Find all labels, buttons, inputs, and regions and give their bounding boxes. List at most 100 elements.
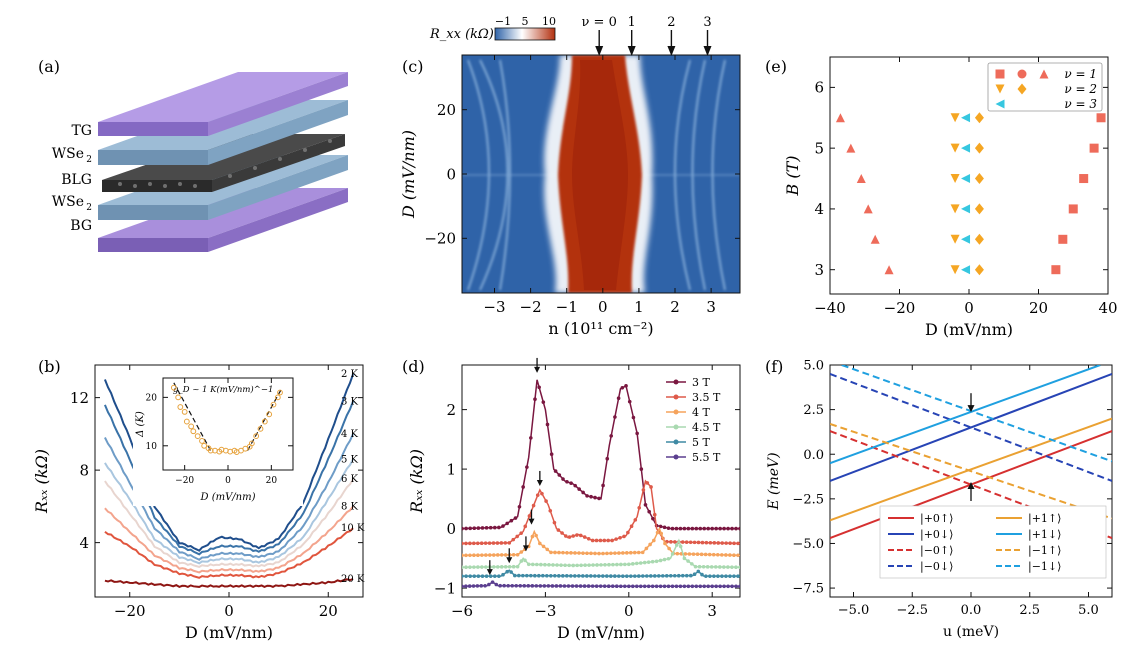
data-point-circle (1017, 69, 1027, 79)
series-line (104, 478, 354, 569)
series-point (586, 584, 591, 588)
x-tick-label: −5.0 (838, 603, 870, 618)
legend-label: |+1↑⟩ (1028, 512, 1061, 526)
x-tick-label: 5.0 (1078, 603, 1099, 618)
series-point (627, 399, 632, 404)
series-point (643, 502, 648, 507)
series-point (529, 573, 533, 578)
series-point (519, 550, 524, 554)
series-point (692, 572, 697, 576)
series-point (467, 584, 472, 588)
series-point (513, 516, 518, 520)
series-point (639, 467, 644, 471)
x-tick-label: −1 (556, 298, 578, 316)
series-point (522, 584, 527, 588)
series-point (669, 540, 673, 544)
x-tick-label: −20 (884, 299, 916, 317)
series-point (468, 541, 472, 546)
series-point (630, 584, 635, 589)
series-point (534, 533, 538, 538)
y-tick-label: 2 (446, 401, 456, 419)
series-point (640, 550, 645, 555)
series-label: 5 K (341, 454, 359, 465)
series-point (464, 526, 468, 531)
series-point (708, 574, 712, 578)
series-point (716, 574, 720, 578)
series-point (634, 561, 639, 566)
series-point (708, 540, 713, 545)
series-point (621, 551, 625, 555)
series-point (497, 574, 501, 578)
series-point (513, 573, 517, 578)
series-point (539, 562, 543, 567)
data-point-triangle-down (950, 143, 960, 153)
y-tick-label: 1 (446, 460, 456, 478)
series-point (590, 538, 595, 543)
series-point (535, 562, 539, 567)
series-point (726, 526, 730, 531)
series-point (480, 565, 484, 569)
series-point (696, 569, 701, 574)
series-point (720, 574, 724, 578)
series-point (483, 541, 488, 545)
series-point (670, 552, 675, 556)
series-point (640, 574, 645, 578)
series-point (559, 563, 563, 567)
series-point (472, 565, 476, 569)
data-point-triangle-down (950, 265, 960, 275)
series-label: 20 K (341, 574, 365, 585)
series-point (702, 526, 707, 531)
series-point (557, 473, 562, 477)
y-tick-label: −2.5 (792, 492, 824, 507)
series-line (104, 505, 354, 574)
x-tick-label: 1 (634, 298, 644, 316)
x-tick-label: 0 (624, 602, 634, 620)
series-point (468, 526, 472, 531)
energy-level-line (830, 422, 1112, 520)
series-point (551, 563, 555, 567)
series-point (526, 584, 531, 588)
series-point (533, 573, 537, 578)
colorbar-tick: 5 (522, 15, 529, 28)
series-point (668, 573, 673, 578)
series-point (578, 533, 583, 538)
series-point (680, 573, 685, 578)
series-point (695, 552, 700, 557)
series-point (605, 456, 610, 461)
series-point (641, 488, 646, 492)
series-point (554, 584, 559, 588)
y-tick-label: 0 (446, 165, 456, 183)
series-point (690, 584, 695, 589)
series-point (537, 385, 541, 390)
data-point-square (1096, 113, 1106, 123)
series-point (487, 541, 492, 545)
series-point (510, 583, 515, 588)
series-point (688, 540, 693, 545)
x-tick-label: 3 (706, 298, 716, 316)
inset-data-point (183, 418, 190, 425)
series-point (632, 550, 637, 555)
series-point (503, 564, 508, 569)
inset-data-point (194, 433, 201, 440)
data-point-square (1068, 204, 1078, 214)
inset-data-point (175, 394, 182, 401)
legend-box (879, 505, 1107, 579)
series-point (682, 556, 687, 561)
series-point (633, 518, 638, 522)
series-point (647, 509, 651, 514)
series-point (703, 552, 708, 557)
series-point (613, 415, 617, 419)
series-point (548, 508, 553, 513)
series-point (484, 553, 488, 557)
series-point (525, 573, 529, 578)
series-point (658, 558, 663, 563)
panel-f-axes: −5.0 −2.5 0.0 2.5 5.0 −7.5 −5.0 −2.5 0.0 2.5 5.0 u … (766, 359, 1113, 640)
data-point-triangle-left (961, 204, 971, 214)
stack-label-wse2-upper: WSe (52, 146, 84, 162)
series-point (617, 574, 621, 578)
inset-data-point (261, 418, 268, 425)
series-point (593, 495, 597, 500)
series-point (472, 541, 476, 546)
nu-marker-label: 3 (703, 15, 711, 30)
